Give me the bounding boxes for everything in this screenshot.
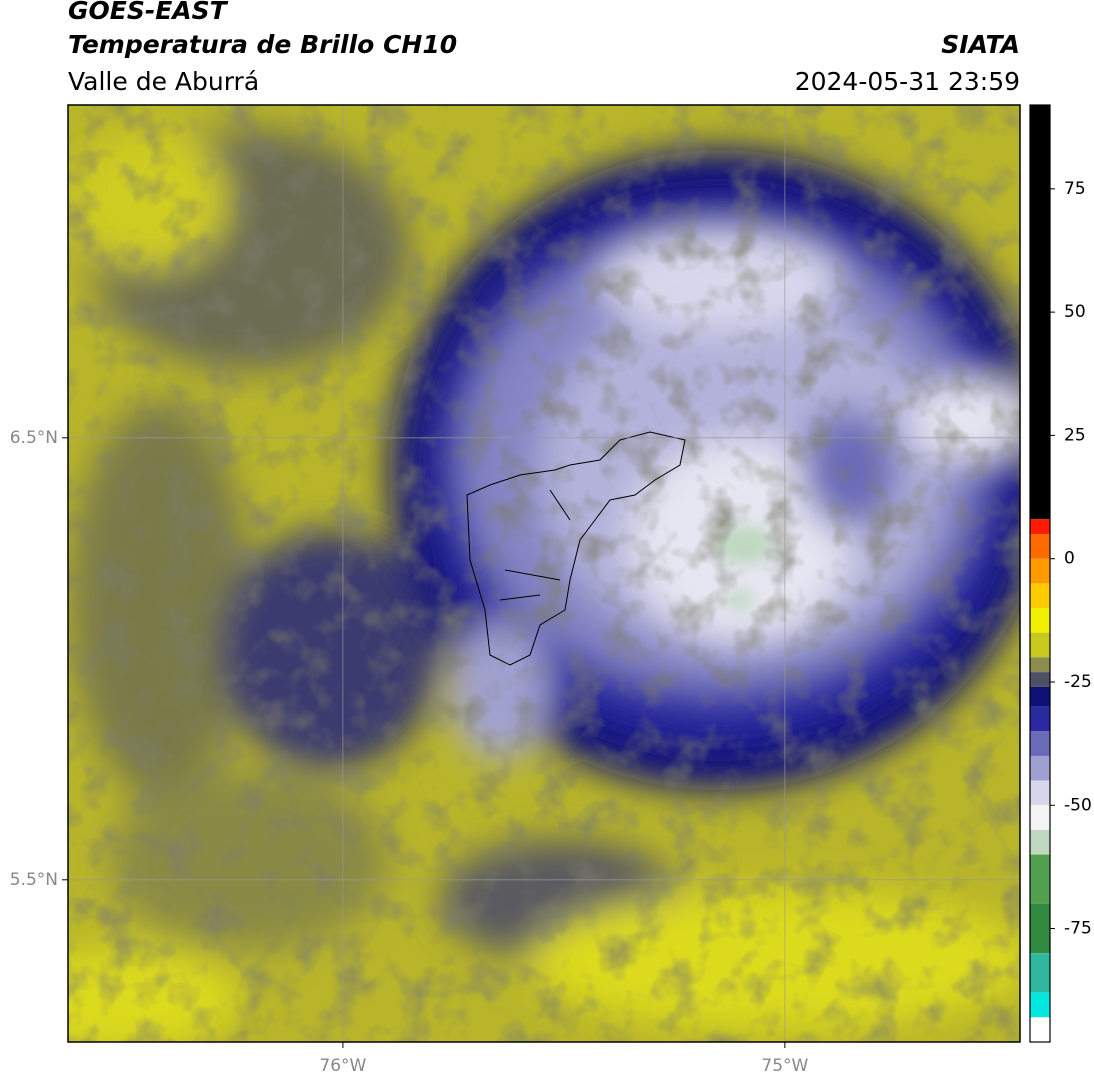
source: SIATA (941, 30, 1020, 59)
colorbar-segment (1030, 672, 1050, 687)
colorbar-segment (1030, 731, 1050, 756)
colorbar-tick-label: 50 (1064, 302, 1086, 322)
colorbar-tick-label: 0 (1064, 549, 1075, 569)
colorbar-segment (1030, 992, 1050, 1018)
colorbar-segment (1030, 558, 1050, 584)
subtitle: Temperatura de Brillo CH10 (68, 30, 457, 59)
colorbar-frame (1029, 104, 1051, 1043)
colorbar-tick-label: -75 (1064, 919, 1092, 939)
colorbar-segment (1030, 686, 1050, 707)
colorbar-tick-label: 75 (1064, 179, 1086, 199)
colorbar-segment (1030, 805, 1050, 830)
colorbar-segment (1030, 1017, 1050, 1042)
x-tick-label: 76°W (319, 1056, 366, 1076)
colorbar-tick-label: 25 (1064, 425, 1086, 445)
colorbar-segment (1030, 657, 1050, 673)
y-tick-label: 5.5°N (10, 870, 58, 890)
x-tick-label: 75°W (761, 1056, 808, 1076)
title: GOES-EAST (68, 0, 229, 25)
grid (68, 105, 1020, 1042)
colorbar-tick-label: -50 (1064, 795, 1092, 815)
colorbar-segment (1030, 608, 1050, 633)
colorbar-segment (1030, 632, 1050, 658)
municipal-boundaries (466, 431, 686, 666)
colorbar-segment (1030, 706, 1050, 732)
map-frame (67, 104, 1021, 1043)
colorbar (1030, 105, 1050, 1042)
colorbar-segment (1030, 903, 1050, 954)
colorbar-segment (1030, 829, 1050, 855)
colorbar-segment (1030, 953, 1050, 993)
colorbar-segment (1030, 755, 1050, 781)
y-tick-label: 6.5°N (10, 428, 58, 448)
colorbar-segment (1030, 534, 1050, 559)
colorbar-segment (1030, 780, 1050, 806)
colorbar-segment (1030, 854, 1050, 904)
region: Valle de Aburrá (68, 67, 259, 96)
colorbar-segment (1030, 583, 1050, 609)
colorbar-segment (1030, 105, 1050, 520)
colorbar-tick-label: -25 (1064, 672, 1092, 692)
datetime: 2024-05-31 23:59 (795, 67, 1020, 96)
satellite-image (68, 105, 1020, 1042)
colorbar-segment (1030, 519, 1050, 535)
